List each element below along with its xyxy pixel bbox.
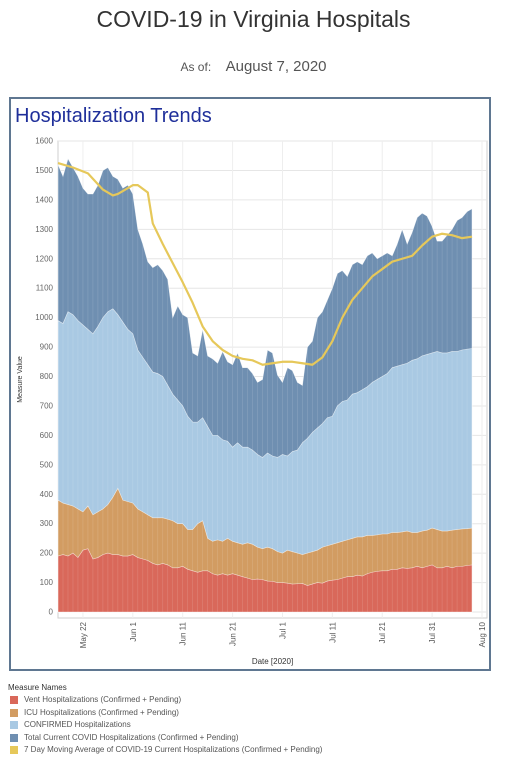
y-tick-label: 600: [40, 431, 54, 440]
legend-swatch: [10, 696, 18, 705]
panel-title: Hospitalization Trends: [15, 105, 212, 127]
x-tick-label: May 22: [79, 621, 88, 648]
legend-item[interactable]: 7 Day Moving Average of COVID-19 Current…: [8, 744, 503, 757]
y-tick-label: 800: [40, 372, 54, 381]
as-of-date: August 7, 2020: [225, 58, 327, 75]
legend-item[interactable]: Vent Hospitalizations (Confirmed + Pendi…: [8, 694, 503, 707]
x-tick-label: Jul 11: [328, 621, 337, 642]
legend-swatch: [10, 721, 18, 730]
legend-swatch: [10, 708, 18, 717]
legend-item[interactable]: CONFIRMED Hospitalizations: [8, 719, 503, 732]
y-tick-label: 1100: [36, 284, 54, 293]
y-tick-label: 900: [40, 343, 54, 352]
y-tick-label: 700: [40, 401, 54, 410]
line-moving-average[interactable]: [57, 162, 473, 366]
y-tick-label: 1500: [35, 166, 53, 175]
x-tick-label: Jul 31: [428, 621, 437, 643]
line-layer: [57, 162, 473, 366]
legend-label: Total Current COVID Hospitalizations (Co…: [24, 732, 239, 742]
legend-label: ICU Hospitalizations (Confirmed + Pendin…: [24, 707, 179, 717]
y-tick-label: 400: [40, 490, 54, 499]
legend-label: Vent Hospitalizations (Confirmed + Pendi…: [24, 695, 182, 705]
x-tick-label: Jun 1: [129, 621, 138, 641]
as-of-row: As of: August 7, 2020: [0, 58, 507, 76]
legend: Measure Names Vent Hospitalizations (Con…: [8, 683, 503, 757]
y-tick-label: 300: [40, 519, 54, 528]
area-vent-hospitalizations-confirmed-pending[interactable]: [57, 548, 473, 613]
x-tick-label: Jul 21: [378, 621, 387, 643]
axis-layer: 0 100 200 300 400 500 600 700 800 900 1000 1100 1200…: [17, 137, 487, 667]
x-tick-label: Aug 10: [478, 621, 487, 647]
as-of-label: As of:: [180, 60, 212, 74]
x-tick-label: Jun 21: [229, 621, 238, 646]
y-tick-label: 1300: [35, 225, 53, 234]
y-tick-label: 200: [40, 549, 54, 558]
y-tick-label: 1600: [35, 137, 53, 146]
y-tick-label: 500: [40, 460, 54, 469]
legend-swatch: [10, 746, 18, 755]
x-axis-label: Date [2020]: [252, 657, 293, 666]
legend-label: CONFIRMED Hospitalizations: [24, 720, 131, 730]
y-tick-label: 100: [40, 578, 54, 587]
y-tick-label: 1400: [35, 195, 53, 204]
x-tick-label: Jul 1: [278, 621, 287, 638]
y-tick-label: 1200: [35, 254, 53, 263]
y-axis-label: Measure Value: [17, 356, 24, 403]
legend-item[interactable]: Total Current COVID Hospitalizations (Co…: [8, 732, 503, 745]
y-tick-label: 1000: [35, 313, 53, 322]
legend-label: 7 Day Moving Average of COVID-19 Current…: [24, 745, 323, 755]
y-tick-label: 0: [49, 608, 54, 617]
legend-title: Measure Names: [8, 683, 67, 692]
area-layer: [57, 157, 473, 613]
legend-item[interactable]: ICU Hospitalizations (Confirmed + Pendin…: [8, 707, 503, 720]
legend-swatch: [10, 733, 18, 742]
x-tick-label: Jun 11: [179, 621, 188, 645]
page-title: COVID-19 in Virginia Hospitals: [96, 6, 411, 32]
